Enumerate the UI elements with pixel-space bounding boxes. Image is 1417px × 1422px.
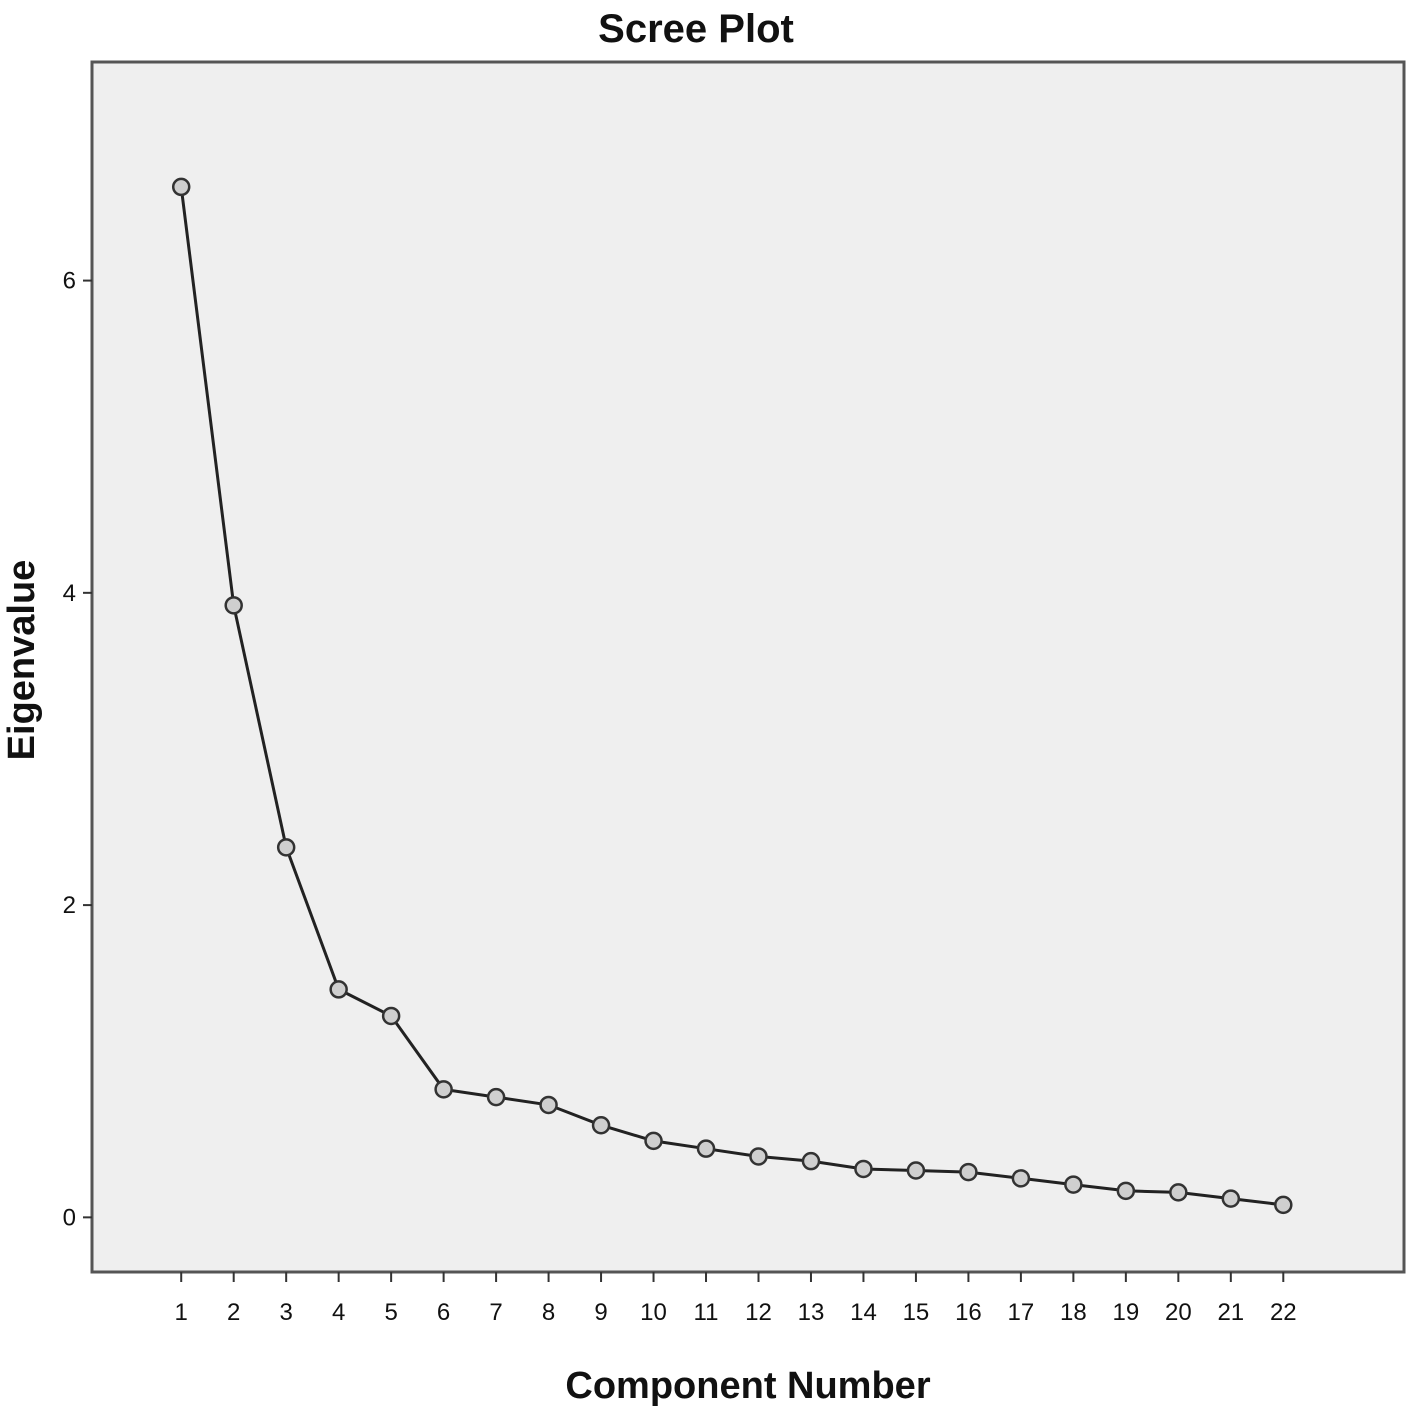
x-tick-label: 11	[694, 1299, 719, 1326]
y-tick-label: 6	[63, 268, 76, 295]
data-point-marker	[801, 1151, 821, 1171]
data-point-marker	[1221, 1189, 1241, 1208]
data-point-marker	[329, 980, 348, 999]
data-point-marker	[644, 1131, 663, 1151]
x-axis-title: Component Number	[565, 1365, 930, 1407]
data-point-marker	[591, 1115, 611, 1135]
y-axis-title: Eigenvalue	[1, 560, 43, 761]
x-tick-label: 20	[1165, 1299, 1192, 1326]
x-tick-label: 12	[745, 1299, 772, 1326]
data-point-marker	[854, 1159, 873, 1179]
x-tick-label: 2	[227, 1299, 240, 1326]
x-tick-label: 14	[850, 1299, 877, 1326]
x-tick-label: 10	[640, 1299, 667, 1326]
data-point-marker	[1169, 1183, 1188, 1202]
data-point-marker	[171, 177, 191, 197]
data-point-marker	[1274, 1195, 1293, 1215]
y-tick-label: 4	[63, 580, 76, 607]
data-point-marker	[224, 596, 243, 615]
x-tick-label: 9	[594, 1299, 607, 1326]
y-axis-ticks: 0 2 4 6	[63, 268, 92, 1231]
x-tick-label: 4	[332, 1299, 345, 1326]
x-tick-label: 3	[279, 1299, 292, 1326]
data-point-marker	[276, 838, 296, 857]
x-tick-label: 13	[798, 1299, 825, 1326]
x-tick-label: 19	[1113, 1299, 1140, 1326]
x-axis-ticks: 1 2 3 4 5 6 7 8 9 10 11 12 13 14 15 16 17 18 19 20 21 22	[175, 1272, 1297, 1326]
y-tick-label: 2	[63, 892, 76, 919]
x-tick-label: 18	[1060, 1299, 1087, 1326]
x-tick-label: 7	[489, 1299, 502, 1326]
x-tick-label: 15	[903, 1299, 930, 1326]
data-point-marker	[696, 1139, 716, 1158]
chart-title: Scree Plot	[598, 7, 794, 51]
x-tick-label: 5	[384, 1299, 397, 1326]
data-point-marker	[381, 1006, 401, 1026]
x-tick-label: 22	[1270, 1299, 1297, 1326]
data-point-marker	[1011, 1169, 1031, 1188]
data-point-marker	[486, 1087, 506, 1107]
x-tick-label: 21	[1217, 1299, 1244, 1326]
data-point-marker	[959, 1162, 978, 1182]
data-point-markers	[171, 177, 1293, 1215]
data-point-marker	[906, 1161, 926, 1180]
x-tick-label: 16	[955, 1299, 982, 1326]
plot-area	[90, 60, 1406, 1274]
y-tick-label: 0	[63, 1204, 76, 1231]
data-point-marker	[434, 1080, 453, 1099]
x-tick-label: 1	[175, 1299, 188, 1326]
data-point-marker	[749, 1147, 768, 1166]
x-tick-label: 17	[1008, 1299, 1035, 1326]
data-point-marker	[1064, 1175, 1083, 1194]
x-tick-label: 8	[542, 1299, 555, 1326]
data-point-marker	[1116, 1181, 1136, 1201]
x-tick-label: 6	[437, 1299, 450, 1326]
data-point-marker	[539, 1095, 558, 1115]
eigenvalue-line	[179, 186, 1284, 1207]
